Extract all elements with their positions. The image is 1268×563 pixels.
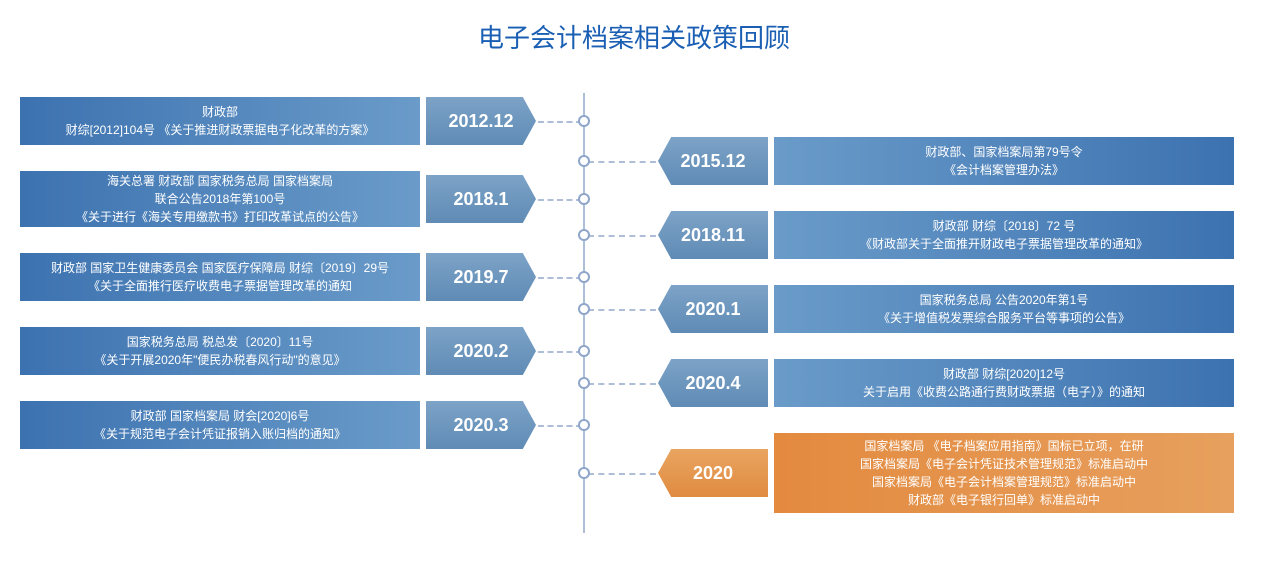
date-badge: 2020	[658, 449, 768, 497]
policy-line: 联合公告2018年第100号	[155, 190, 286, 208]
policy-line: 《财政部关于全面推开财政电子票据管理改革的通知》	[860, 235, 1148, 253]
policy-box: 财政部、国家档案局第79号令《会计档案管理办法》	[774, 137, 1234, 185]
timeline-dot	[578, 345, 590, 357]
policy-box: 国家档案局 《电子档案应用指南》国标已立项，在研国家档案局《电子会计凭证技术管理…	[774, 433, 1234, 513]
policy-box: 财政部 财综〔2018〕72 号《财政部关于全面推开财政电子票据管理改革的通知》	[774, 211, 1234, 259]
timeline-dot	[578, 377, 590, 389]
policy-line: 财政部	[202, 103, 238, 121]
connector	[538, 425, 582, 427]
policy-line: 财综[2012]104号 《关于推进财政票据电子化改革的方案》	[66, 121, 375, 139]
connector	[588, 383, 656, 385]
policy-box: 海关总署 财政部 国家税务总局 国家档案局联合公告2018年第100号《关于进行…	[20, 171, 420, 227]
timeline-dot	[578, 271, 590, 283]
policy-line: 《会计档案管理办法》	[944, 161, 1064, 179]
page-title: 电子会计档案相关政策回顾	[0, 0, 1268, 63]
policy-line: 国家档案局《电子会计凭证技术管理规范》标准启动中	[860, 455, 1148, 473]
connector	[588, 309, 656, 311]
policy-line: 《关于增值税发票综合服务平台等事项的公告》	[878, 309, 1130, 327]
timeline-dot	[578, 303, 590, 315]
policy-line: 财政部 财综[2020]12号	[943, 365, 1065, 383]
policy-line: 财政部 财综〔2018〕72 号	[933, 217, 1076, 235]
timeline-dot	[578, 155, 590, 167]
policy-line: 国家档案局 《电子档案应用指南》国标已立项，在研	[864, 437, 1143, 455]
connector	[538, 199, 582, 201]
timeline-dot	[578, 193, 590, 205]
policy-line: 《关于规范电子会计凭证报销入账归档的通知》	[94, 425, 346, 443]
policy-line: 财政部、国家档案局第79号令	[925, 143, 1082, 161]
date-badge: 2018.1	[426, 175, 536, 223]
date-badge: 2019.7	[426, 253, 536, 301]
date-badge: 2020.2	[426, 327, 536, 375]
date-badge: 2018.11	[658, 211, 768, 259]
policy-box: 财政部 国家卫生健康委员会 国家医疗保障局 财综〔2019〕29号《关于全面推行…	[20, 253, 420, 301]
policy-line: 国家税务总局 税总发〔2020〕11号	[127, 333, 314, 351]
connector	[538, 277, 582, 279]
policy-line: 《关于开展2020年"便民办税春风行动"的意见》	[94, 351, 345, 369]
policy-line: 财政部 国家档案局 财会[2020]6号	[131, 407, 310, 425]
title-text: 电子会计档案相关政策回顾	[478, 23, 790, 53]
policy-line: 《关于进行《海关专用缴款书》打印改革试点的公告》	[76, 208, 364, 226]
policy-box: 财政部 国家档案局 财会[2020]6号《关于规范电子会计凭证报销入账归档的通知…	[20, 401, 420, 449]
policy-line: 《关于全面推行医疗收费电子票据管理改革的通知	[88, 277, 352, 295]
policy-line: 海关总署 财政部 国家税务总局 国家档案局	[107, 172, 333, 190]
policy-line: 国家档案局《电子会计档案管理规范》标准启动中	[872, 473, 1136, 491]
connector	[588, 235, 656, 237]
connector	[588, 161, 656, 163]
policy-box: 国家税务总局 公告2020年第1号《关于增值税发票综合服务平台等事项的公告》	[774, 285, 1234, 333]
date-badge: 2020.3	[426, 401, 536, 449]
connector	[588, 473, 656, 475]
policy-line: 关于启用《收费公路通行费财政票据（电子）》的通知	[863, 383, 1145, 401]
connector	[538, 121, 582, 123]
policy-line: 财政部 国家卫生健康委员会 国家医疗保障局 财综〔2019〕29号	[51, 259, 389, 277]
date-badge: 2015.12	[658, 137, 768, 185]
date-badge: 2020.4	[658, 359, 768, 407]
timeline-dot	[578, 229, 590, 241]
policy-line: 国家税务总局 公告2020年第1号	[920, 291, 1089, 309]
policy-line: 财政部《电子银行回单》标准启动中	[908, 491, 1100, 509]
policy-box: 财政部财综[2012]104号 《关于推进财政票据电子化改革的方案》	[20, 97, 420, 145]
timeline: 财政部财综[2012]104号 《关于推进财政票据电子化改革的方案》2012.1…	[0, 63, 1268, 563]
timeline-dot	[578, 419, 590, 431]
policy-box: 财政部 财综[2020]12号关于启用《收费公路通行费财政票据（电子）》的通知	[774, 359, 1234, 407]
date-badge: 2020.1	[658, 285, 768, 333]
date-badge: 2012.12	[426, 97, 536, 145]
connector	[538, 351, 582, 353]
timeline-dot	[578, 115, 590, 127]
policy-box: 国家税务总局 税总发〔2020〕11号《关于开展2020年"便民办税春风行动"的…	[20, 327, 420, 375]
timeline-dot	[578, 467, 590, 479]
